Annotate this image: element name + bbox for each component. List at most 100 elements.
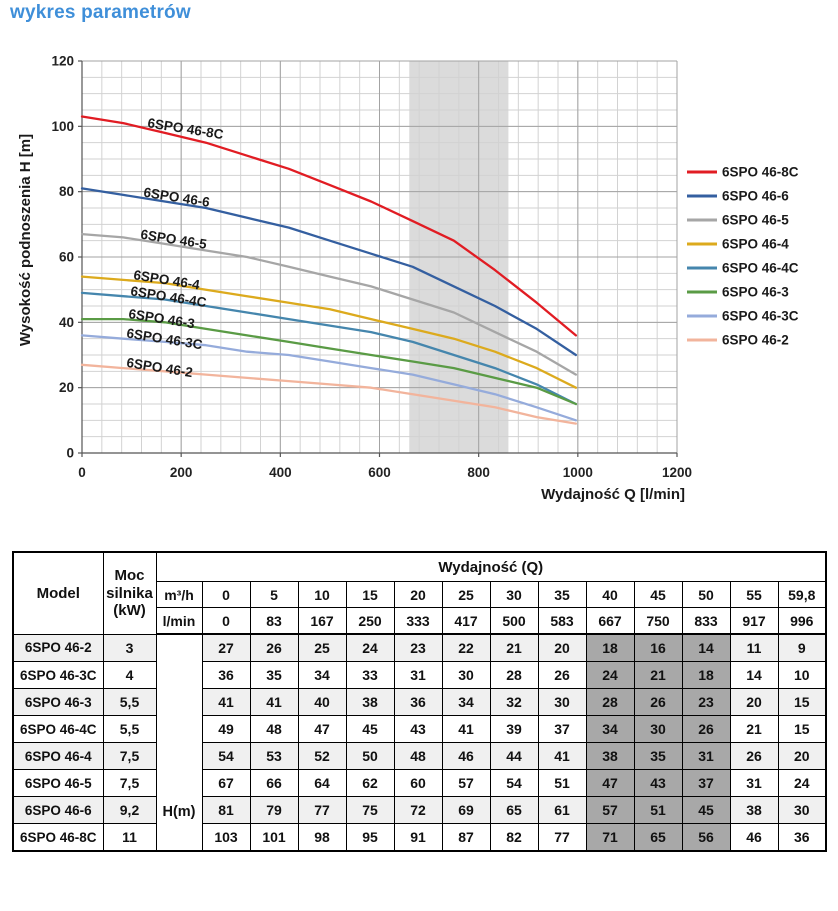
table-head: Model Moc silnika (kW) Wydajność (Q) m³/h 0 5…: [12, 551, 827, 635]
lmin-value: 583: [537, 607, 587, 635]
flow-value-cell: 61: [537, 796, 587, 824]
page-title: wykres parametrów: [10, 2, 191, 23]
flow-value-cell: 48: [249, 715, 299, 743]
legend-label: 6SPO 46-4C: [722, 261, 799, 276]
flow-value-cell: 14: [729, 661, 779, 689]
flow-value-cell: 81: [201, 796, 251, 824]
flow-value-cell: 22: [441, 633, 491, 662]
flow-value-cell: 82: [489, 823, 539, 852]
m3h-value: 50: [681, 581, 731, 608]
unit-m3h-label: m³/h: [155, 581, 203, 608]
curve-6SPO-46-8C: [80, 115, 578, 337]
y-tick-label: 120: [51, 54, 74, 69]
flow-value-cell: 24: [345, 633, 395, 662]
table-row: 6SPO 46-3 5,5 41 41 40 38 36 34 32 30 28 26 23 20 15: [12, 688, 827, 716]
flow-value-cell: 43: [633, 769, 683, 797]
header-power: Moc silnika (kW): [102, 551, 157, 635]
flow-value-cell: 34: [441, 688, 491, 716]
lmin-value: 833: [681, 607, 731, 635]
flow-value-cell: 30: [633, 715, 683, 743]
power-cell: 9,2: [102, 796, 157, 824]
legend-label: 6SPO 46-4: [722, 237, 789, 252]
header-model: Model: [12, 551, 104, 635]
flow-value-cell: 41: [249, 688, 299, 716]
lmin-value: 83: [249, 607, 299, 635]
header-row-lmin: l/min 0 83 167 250 333 417 500 583 667 750 833 917 99…: [13, 607, 827, 635]
flow-value-cell: 26: [729, 742, 779, 770]
header-row-group: Model Moc silnika (kW) Wydajność (Q): [12, 551, 827, 635]
lmin-value: 333: [393, 607, 443, 635]
legend-label: 6SPO 46-6: [722, 189, 789, 204]
flow-value-cell: 23: [393, 633, 443, 662]
flow-value-cell: 35: [249, 661, 299, 689]
flow-value-cell: 43: [393, 715, 443, 743]
table-row: 6SPO 46-3C 4 36 35 34 33 31 30 28 26 24 21 18 14 10: [12, 661, 827, 689]
flow-value-cell: 48: [393, 742, 443, 770]
y-tick-label: 100: [51, 119, 74, 134]
x-tick-label: 0: [78, 465, 86, 480]
flow-value-cell: 31: [729, 769, 779, 797]
parameters-table: Model Moc silnika (kW) Wydajność (Q) m³/h 0 5…: [12, 551, 827, 852]
flow-value-cell: 65: [633, 823, 683, 852]
lmin-value: 250: [345, 607, 395, 635]
m3h-value: 59,8: [777, 581, 827, 608]
flow-value-cell: 18: [681, 661, 731, 689]
model-cell: 6SPO 46-2: [12, 633, 104, 662]
flow-value-cell: 30: [537, 688, 587, 716]
flow-value-cell: 30: [777, 796, 827, 824]
flow-value-cell: 26: [633, 688, 683, 716]
flow-value-cell: 26: [681, 715, 731, 743]
lmin-value: 500: [489, 607, 539, 635]
flow-value-cell: 23: [681, 688, 731, 716]
flow-value-cell: 28: [585, 688, 635, 716]
m3h-value: 5: [249, 581, 299, 608]
header-row-m3h: m³/h 0 5 10 15 20 25 30 35 40 45 50 55 59,8: [13, 581, 827, 608]
flow-value-cell: 34: [297, 661, 347, 689]
table-row: 6SPO 46-6 9,2 81 79 77 75 72 69 65 61 57 51 45 38 30: [12, 796, 827, 824]
y-tick-label: 80: [59, 184, 74, 199]
flow-value-cell: 20: [777, 742, 827, 770]
flow-value-cell: 28: [489, 661, 539, 689]
flow-value-cell: 34: [585, 715, 635, 743]
flow-value-cell: 9: [777, 633, 827, 662]
flow-value-cell: 37: [681, 769, 731, 797]
flow-value-cell: 45: [345, 715, 395, 743]
flow-value-cell: 46: [441, 742, 491, 770]
model-cell: 6SPO 46-3: [12, 688, 104, 716]
flow-value-cell: 27: [201, 633, 251, 662]
flow-value-cell: 101: [249, 823, 299, 852]
flow-value-cell: 103: [201, 823, 251, 852]
flow-value-cell: 41: [537, 742, 587, 770]
flow-value-cell: 69: [441, 796, 491, 824]
head-unit-cell: H(m): [155, 633, 203, 852]
y-tick-label: 0: [66, 446, 74, 461]
flow-value-cell: 91: [393, 823, 443, 852]
flow-value-cell: 41: [201, 688, 251, 716]
flow-value-cell: 71: [585, 823, 635, 852]
flow-value-cell: 31: [681, 742, 731, 770]
flow-value-cell: 41: [441, 715, 491, 743]
curve-6SPO-46-4: [80, 275, 578, 389]
flow-value-cell: 60: [393, 769, 443, 797]
flow-value-cell: 36: [201, 661, 251, 689]
flow-value-cell: 36: [777, 823, 827, 852]
m3h-value: 55: [729, 581, 779, 608]
pump-curves-chart: 0 200 400 600 800 1000 1200 0 20 40 60 80 100 120 Wyda…: [17, 54, 799, 504]
flow-value-cell: 38: [585, 742, 635, 770]
flow-value-cell: 51: [633, 796, 683, 824]
flow-value-cell: 47: [297, 715, 347, 743]
model-cell: 6SPO 46-4: [12, 742, 104, 770]
lmin-value: 667: [585, 607, 635, 635]
flow-value-cell: 40: [297, 688, 347, 716]
flow-value-cell: 18: [585, 633, 635, 662]
flow-value-cell: 72: [393, 796, 443, 824]
m3h-value: 35: [537, 581, 587, 608]
flow-value-cell: 21: [729, 715, 779, 743]
table-row: 6SPO 46-8C 11 103 101 98 95 91 87 82 77 71 65 56 46 36: [12, 823, 827, 852]
power-cell: 5,5: [102, 715, 157, 743]
flow-value-cell: 64: [297, 769, 347, 797]
curve-label: 6SPO 46-2: [126, 355, 194, 380]
model-cell: 6SPO 46-4C: [12, 715, 104, 743]
table-row: 6SPO 46-2 3 H(m) 27 26 25 24 23 22 21 20 18 16 14 11 9: [12, 633, 827, 852]
model-cell: 6SPO 46-8C: [12, 823, 104, 852]
